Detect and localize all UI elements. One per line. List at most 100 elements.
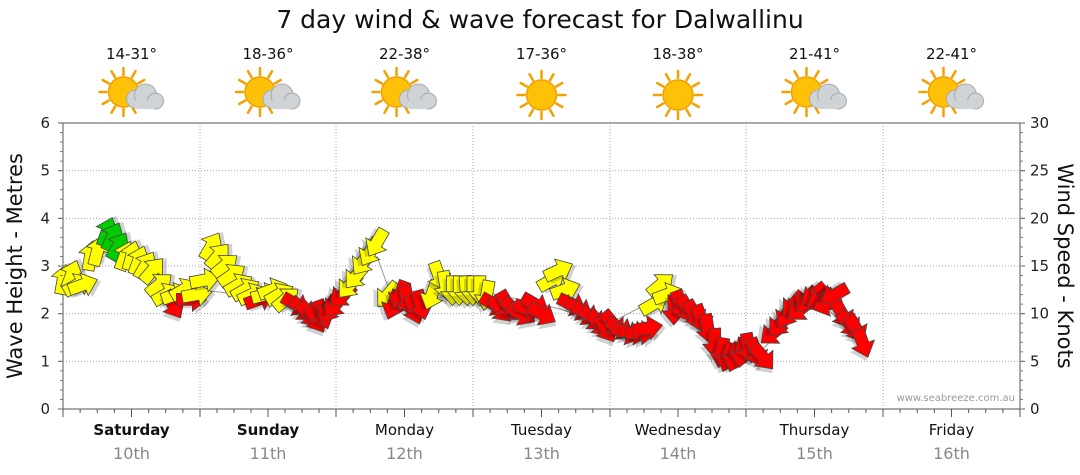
y-left-tick-label: 6	[40, 114, 50, 132]
cloud-base	[406, 100, 431, 109]
y-right-tick-label: 25	[1030, 162, 1049, 180]
cloud-shape	[946, 83, 984, 110]
sun-ray	[383, 69, 390, 79]
wind-arrow-shape	[188, 267, 221, 293]
wind-arrow	[631, 315, 666, 342]
sun-ray	[246, 69, 253, 79]
sun-ray	[548, 108, 555, 118]
wind-arrow-shape	[631, 315, 664, 341]
sun-ray	[409, 78, 419, 85]
wind-arrow-shape	[549, 277, 581, 302]
y-left-tick-label: 2	[40, 305, 50, 323]
sun-ray	[383, 105, 390, 115]
watermark: www.seabreeze.com.au	[897, 393, 1015, 404]
temperature-label: 17-36°	[516, 45, 567, 63]
sun-ray	[664, 72, 671, 82]
sun-ray	[819, 78, 829, 85]
cloud-shape	[809, 83, 847, 110]
sun-icon	[652, 69, 704, 121]
day-date-label: 15th	[796, 444, 833, 463]
sun-ray	[548, 72, 555, 82]
sun-ray	[784, 78, 794, 85]
day-date-label: 10th	[113, 444, 150, 463]
sun-ray	[685, 72, 692, 82]
sun-ray	[519, 102, 529, 109]
sun-ray	[246, 105, 253, 115]
day-date-label: 14th	[660, 444, 697, 463]
day-name-label: Tuesday	[510, 421, 572, 439]
sun-ray	[554, 102, 564, 109]
sun-ray	[793, 69, 800, 79]
temperature-label: 22-38°	[379, 45, 430, 63]
cloud-base	[270, 100, 294, 109]
y-right-tick-label: 0	[1030, 400, 1040, 418]
y-axis-right-title: Wind Speed - Knots	[1053, 163, 1077, 368]
sun-ray	[237, 99, 247, 106]
sun-ray	[950, 69, 957, 79]
weather-icons	[98, 66, 984, 121]
wind-series	[50, 215, 876, 374]
sun-icon	[516, 69, 567, 121]
temperature-label: 22-41°	[926, 45, 977, 63]
wind-arrow-shape	[542, 258, 573, 283]
wind-arrow	[180, 281, 216, 309]
day-name-label: Wednesday	[635, 421, 722, 439]
sun-ray	[921, 78, 931, 85]
sun-ray	[655, 102, 665, 109]
y-left-tick-label: 0	[40, 400, 50, 418]
sun-ray	[930, 69, 937, 79]
sun-ray	[101, 78, 111, 85]
sun-ray	[664, 108, 671, 118]
day-date-label: 16th	[933, 444, 970, 463]
cloud-base	[133, 100, 158, 109]
wind-arrow	[525, 300, 557, 330]
day-name-label: Saturday	[93, 421, 170, 439]
day-date-label: 12th	[386, 444, 423, 463]
y-right-tick-label: 30	[1030, 114, 1049, 132]
wind-arrow-shape	[850, 326, 876, 358]
wind-arrow	[416, 278, 444, 312]
partly-cloudy-icon	[98, 66, 164, 118]
sun-ray	[655, 81, 665, 88]
sun-ray	[528, 72, 535, 82]
partly-cloudy-icon	[234, 66, 301, 118]
sun-ray	[793, 105, 800, 115]
sun-disc	[525, 79, 558, 111]
sun-ray	[519, 81, 529, 88]
wind-arrow-shape	[525, 300, 556, 326]
sun-ray	[374, 78, 384, 85]
sun-ray	[374, 99, 384, 106]
sun-ray	[130, 69, 137, 79]
y-right-tick-label: 10	[1030, 305, 1049, 323]
cloud-base	[816, 100, 841, 109]
temperature-label: 14-31°	[106, 45, 157, 63]
wind-arrow	[748, 341, 774, 374]
sun-ray	[691, 102, 701, 109]
wind-arrow	[59, 258, 88, 292]
sun-ray	[921, 99, 931, 106]
sun-ray	[528, 108, 535, 118]
sun-ray	[273, 78, 283, 85]
temperature-labels: 14-31° 18-36° 22-38° 17-36° 18-38° 21-41° 22-4…	[106, 45, 977, 63]
chart-title: 7 day wind & wave forecast for Dalwallin…	[276, 5, 803, 34]
temperature-label: 18-36°	[242, 45, 293, 63]
wind-arrow	[137, 258, 167, 286]
partly-cloudy-icon	[918, 66, 984, 118]
wind-arrow	[542, 258, 577, 284]
sun-ray	[237, 78, 247, 85]
sun-ray	[784, 99, 794, 106]
temperature-label: 18-38°	[652, 45, 703, 63]
y-left-tick-label: 5	[40, 162, 50, 180]
sun-ray	[685, 108, 692, 118]
sun-ray	[101, 99, 111, 106]
wind-arrow-shape	[66, 272, 98, 297]
sun-ray	[813, 69, 820, 79]
y-left-tick-label: 1	[40, 352, 50, 370]
sun-ray	[691, 81, 701, 88]
y-left-tick-label: 4	[40, 209, 50, 227]
cloud-shape	[262, 83, 301, 110]
sun-ray	[110, 105, 117, 115]
wind-arrow	[407, 288, 434, 324]
wind-arrow-shape	[748, 341, 774, 370]
